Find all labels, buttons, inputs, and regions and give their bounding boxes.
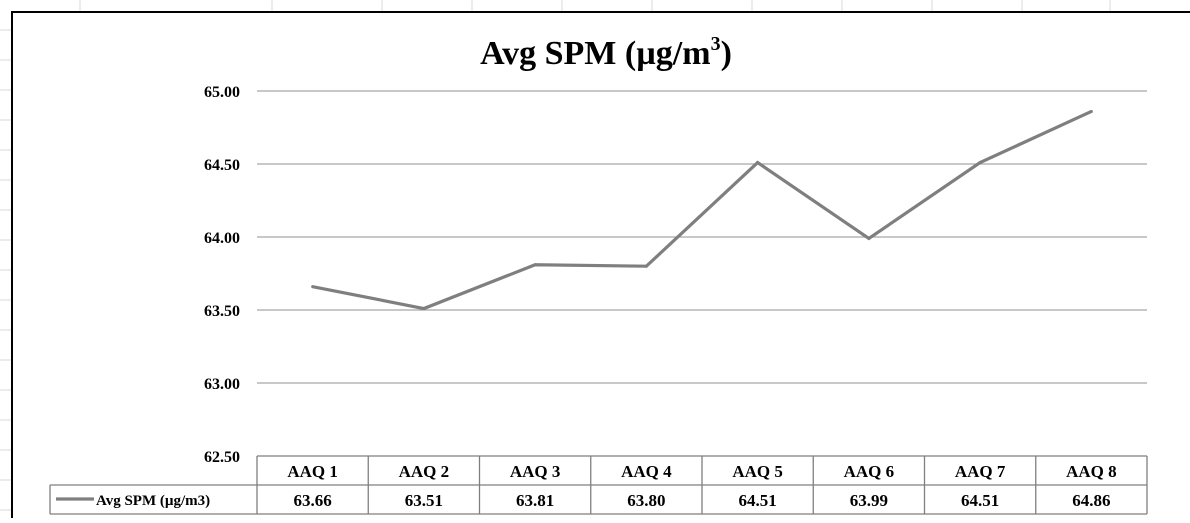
data-point[interactable] (1089, 109, 1093, 113)
y-tick-label: 63.50 (204, 303, 240, 320)
data-point[interactable] (978, 161, 982, 165)
category-label: AAQ 4 (621, 462, 672, 481)
category-label: AAQ 2 (399, 462, 450, 481)
series-line[interactable] (312, 109, 1093, 311)
series-name: Avg SPM (µg/m3) (96, 493, 210, 509)
data-table: AAQ 1 AAQ 2 AAQ 3 AAQ 4 AAQ 5 AAQ 6 AAQ 7 AAQ 8… (49, 455, 1148, 515)
chart-title: Avg SPM (µg/m3) (480, 33, 732, 72)
data-value-label: 63.99 (850, 491, 888, 510)
data-point[interactable] (533, 263, 537, 267)
category-label: AAQ 5 (732, 462, 783, 481)
data-value-label: 63.51 (405, 491, 443, 510)
plot-area (311, 109, 1093, 311)
data-point[interactable] (867, 236, 871, 240)
gridlines (257, 90, 1147, 384)
data-point[interactable] (422, 307, 426, 311)
y-tick-label: 63.00 (204, 376, 240, 393)
data-point[interactable] (756, 161, 760, 165)
y-axis: 65.00 64.50 64.00 63.50 63.00 62.50 (204, 84, 240, 466)
category-label: AAQ 7 (955, 462, 1006, 481)
category-label: AAQ 3 (510, 462, 561, 481)
spreadsheet-background (0, 0, 1111, 511)
category-label: AAQ 6 (844, 462, 895, 481)
data-value-label: 64.86 (1072, 491, 1110, 510)
chart-frame[interactable] (11, 11, 1190, 523)
y-tick-label: 64.00 (204, 230, 240, 247)
category-label: AAQ 8 (1066, 462, 1117, 481)
data-value-label: 63.80 (627, 491, 665, 510)
data-value-label: 63.81 (516, 491, 554, 510)
data-value-label: 63.66 (294, 491, 332, 510)
data-point[interactable] (311, 285, 315, 289)
y-tick-label: 64.50 (204, 157, 240, 174)
y-tick-label: 65.00 (204, 84, 240, 101)
data-value-label: 64.51 (961, 491, 999, 510)
data-value-label: 64.51 (739, 491, 777, 510)
y-tick-label: 62.50 (204, 449, 240, 466)
category-label: AAQ 1 (287, 462, 338, 481)
data-point[interactable] (644, 264, 648, 268)
